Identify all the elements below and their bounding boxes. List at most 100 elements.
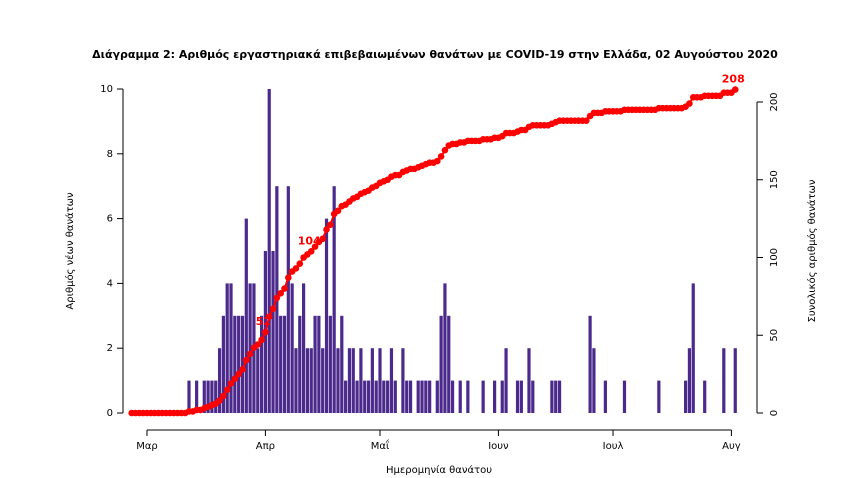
bar [603,380,607,413]
cumulative-point [434,157,441,165]
x-tick-label: Μαρ [136,441,158,452]
cumulative-point [273,294,281,302]
y2-tick-label: 150 [769,170,780,189]
chart-title: Διάγραμμα 2: Αριθμός εργαστηριακά επιβεβ… [92,48,778,61]
bar [344,380,348,413]
cumulative-point [437,153,445,160]
cumulative-point [334,207,342,215]
bar [515,380,520,413]
x-tick-label: Ιουλ [603,441,624,452]
cumulative-point [281,285,288,292]
bar [317,315,321,413]
y-tick-label: 2 [107,343,113,354]
bar [519,380,523,413]
y-tick-label: 10 [100,84,113,95]
bar [370,348,374,413]
bar [550,380,554,413]
y-tick-label: 6 [107,214,113,225]
bar [687,348,692,413]
bar [527,348,531,413]
bar [294,348,298,413]
bar [405,380,409,413]
cumulative-point [441,146,449,154]
bar [424,380,428,413]
y2-axis-title: Συνολικός αριθμός θανάτων [806,179,818,322]
bar [351,348,355,413]
bar [420,380,424,413]
bar [195,380,199,413]
y-tick-label: 4 [107,278,113,289]
cumulative-point [307,247,315,255]
bar [282,315,287,413]
bar [393,380,397,413]
cumulative-point [262,328,269,336]
bar [447,315,451,413]
bar [401,348,405,413]
cumulative-point [239,366,246,373]
y-tick-label: 0 [107,408,113,419]
bar [187,380,191,413]
bar [439,315,443,413]
bar [210,380,214,413]
bar [336,348,340,413]
bar [217,348,222,413]
bar [733,348,737,413]
bar [374,380,378,413]
cumulative-point [216,397,223,404]
bar [347,348,352,413]
bar [321,348,325,413]
bar [500,380,504,413]
y2-tick-label: 100 [769,248,780,267]
bar [435,380,439,413]
x-tick-label: Αυγ [722,441,741,452]
cumulative-point [277,289,284,297]
cumulative-point [265,313,273,320]
cumulative-point [235,370,242,378]
cumulative-point [269,305,277,313]
bar [256,348,260,413]
bar [305,348,310,413]
bar [229,283,233,413]
bar [233,315,237,413]
bar [428,380,432,413]
bar [366,380,371,413]
bar [531,380,535,413]
bar [588,315,592,413]
bar [450,380,455,413]
x-tick-label: Απρ [256,441,275,452]
cumulative-point [311,243,319,250]
bar [202,380,206,413]
cumulative-point [246,350,254,358]
value-label: 52 [256,315,271,328]
bar [363,380,367,413]
cumulative-point [285,274,292,282]
bar [557,380,562,413]
bar [240,315,245,413]
cumulative-point [220,392,227,400]
bar [259,315,264,413]
bar [214,380,218,413]
bar [378,348,382,413]
bar [386,380,390,413]
cumulative-point [296,260,304,268]
cumulative-point [327,221,334,229]
bar [355,380,359,413]
bar [622,380,627,413]
cumulative-point [582,117,590,124]
bar [481,380,485,413]
x-axis-title: Ημερομηνία θανάτου [386,464,492,476]
y2-tick-label: 200 [769,92,780,111]
cumulative-point [319,235,327,243]
cumulative-point [243,356,250,364]
bar [237,315,241,413]
bar [279,315,283,413]
bar [244,218,248,413]
bar [298,315,302,413]
bar [271,251,275,413]
bar [290,283,294,413]
bar [324,218,329,413]
y-tick-label: 8 [107,149,113,160]
bar [248,283,252,413]
bar [309,348,313,413]
